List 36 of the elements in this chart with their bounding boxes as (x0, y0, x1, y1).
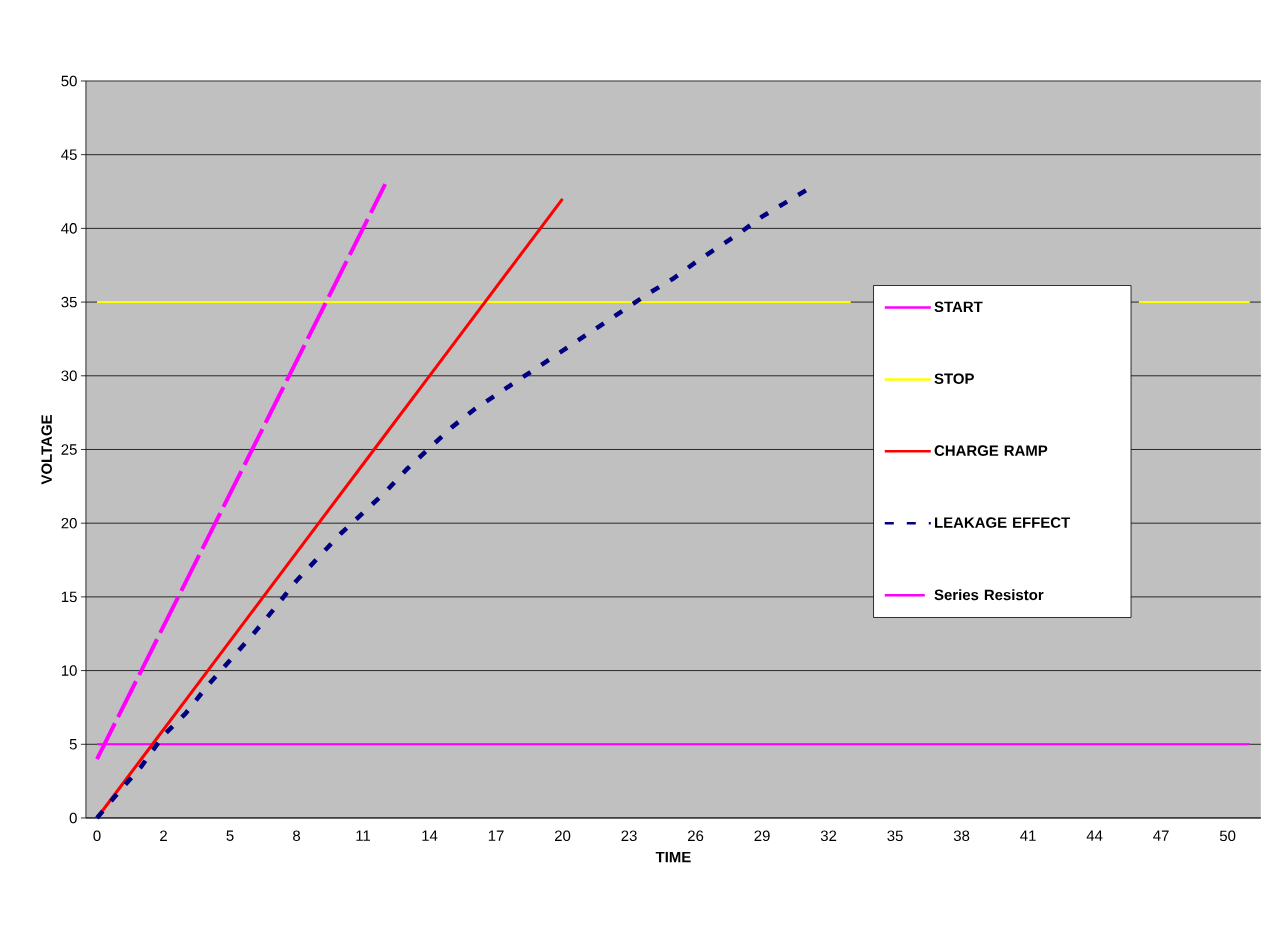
x-tick-label: 26 (688, 830, 704, 842)
y-tick-label: 40 (61, 223, 77, 234)
y-tick-label: 45 (61, 149, 77, 160)
x-tick-label: 29 (754, 830, 770, 842)
x-tick-label: 47 (1153, 830, 1169, 841)
x-tick-label: 5 (226, 830, 234, 841)
y-tick-label: 5 (69, 739, 77, 750)
y-axis-title: VOLTAGE (41, 415, 52, 485)
x-tick-label: 8 (293, 830, 301, 842)
y-tick-label: 30 (61, 370, 77, 382)
x-tick-label: 2 (160, 830, 167, 841)
y-tick-label: 15 (61, 591, 77, 603)
x-tick-label: 32 (820, 830, 837, 842)
x-tick-label: 35 (887, 830, 903, 842)
y-tick-label: 50 (61, 75, 77, 87)
x-tick-label: 41 (1020, 830, 1036, 841)
x-axis-title: TIME (655, 851, 691, 863)
legend-label: CHARGE RAMP (934, 445, 1048, 456)
x-tick-label: 23 (621, 830, 637, 842)
x-tick-label: 50 (1219, 830, 1236, 842)
y-tick-label: 35 (61, 296, 77, 308)
x-tick-label: 44 (1086, 830, 1103, 841)
y-tick-label: 10 (61, 665, 77, 676)
legend-label: Series Resistor (934, 589, 1044, 601)
x-tick-label: 38 (953, 830, 970, 842)
x-tick-label: 14 (422, 830, 438, 841)
legend-label: STOP (934, 373, 974, 385)
x-tick-label: 20 (554, 830, 571, 842)
x-tick-label: 17 (488, 830, 504, 841)
x-tick-label: 0 (93, 830, 101, 842)
legend-label: LEAKAGE EFFECT (935, 517, 1071, 528)
legend-label: START (934, 301, 983, 313)
x-tick-label: 11 (356, 830, 371, 841)
y-tick-label: 20 (61, 517, 77, 529)
y-tick-label: 0 (69, 812, 77, 824)
y-tick-label: 25 (61, 444, 77, 455)
